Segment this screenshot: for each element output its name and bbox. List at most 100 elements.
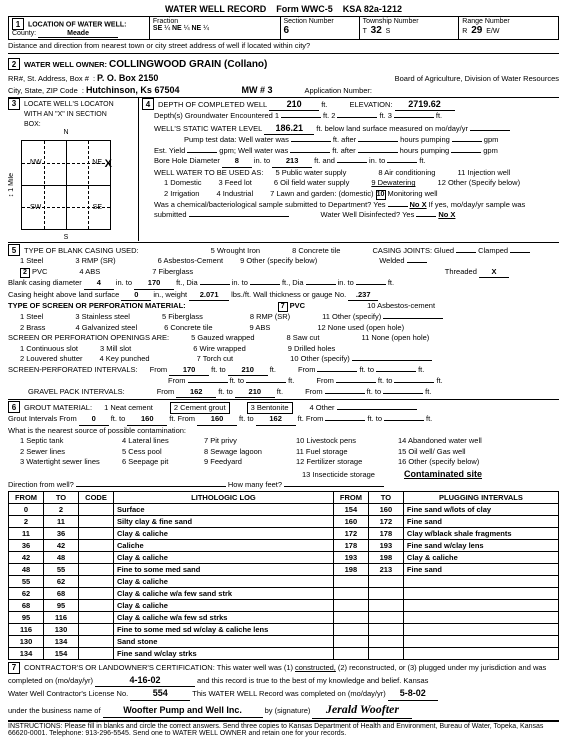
township-s: S	[386, 28, 391, 35]
gc11: 11 Fuel storage	[296, 447, 396, 458]
cert-sig: Jerald Woofter	[312, 701, 412, 719]
s12: 12 None used (open hole)	[317, 323, 404, 334]
section-3-num: 3	[8, 98, 20, 110]
pf3: From	[168, 376, 186, 387]
g3: 3 Bentonite	[247, 402, 293, 415]
location-header-row: 1 LOCATION OF WATER WELL: County: Meade …	[8, 16, 559, 40]
into4: in. to	[232, 278, 248, 289]
s2: 2 Brass	[20, 323, 45, 334]
g4: 4 Other	[310, 403, 335, 414]
gravel-label: GRAVEL PACK INTERVALS:	[28, 387, 125, 398]
enc-label: Depth(s) Groundwater Encountered	[154, 111, 273, 122]
e2: 2	[331, 111, 335, 122]
gt2: 162	[256, 414, 296, 426]
cert-date: 4-16-02	[95, 674, 195, 688]
gf1: 0	[79, 414, 109, 426]
elev-value: 2719.62	[395, 98, 455, 112]
u11: 11 Injection well	[457, 168, 510, 179]
grout-int-label: Grout Intervals	[8, 414, 57, 425]
into2: in. to	[369, 156, 385, 167]
ww2: Well water was	[238, 146, 288, 157]
ksa: KSA 82a-1212	[343, 4, 402, 14]
o9: 9 Drilled holes	[288, 344, 336, 355]
pft3: ft.	[288, 376, 294, 387]
casing-title: TYPE OF BLANK CASING USED:	[24, 246, 139, 257]
nw-label: NW	[30, 159, 42, 166]
bore-label: Bore Hole Diameter	[154, 156, 220, 167]
owner-title: WATER WELL OWNER:	[24, 60, 107, 71]
o3: 3 Mill slot	[100, 344, 131, 355]
pft1: ft.	[270, 365, 276, 376]
gc2: 2 Sewer lines	[20, 447, 120, 458]
township-value: 32	[371, 25, 382, 36]
gc13: 13 Insecticide storage	[302, 470, 402, 481]
threaded: Threaded	[445, 267, 477, 276]
into3: in. to	[116, 278, 132, 289]
g1f: 162	[176, 387, 216, 399]
cert-text3: and this record is true to the best of m…	[197, 676, 428, 687]
wt-value: 2.071	[189, 290, 229, 302]
blank-dia-label: Blank casing diameter	[8, 278, 82, 289]
table-row: 134154Fine sand w/clay strks	[9, 647, 559, 659]
g2: 2 Cement grout	[170, 402, 230, 415]
submitted: submitted	[154, 210, 187, 221]
section-4-num: 4	[142, 98, 154, 110]
q3b: ¼	[203, 25, 209, 32]
o2: 2 Louvered shutter	[20, 354, 83, 365]
c4: 4 ABS	[79, 267, 100, 278]
wall-label: Wall thickness or gauge No.	[253, 290, 346, 301]
u5: 5 Public water supply	[275, 168, 346, 179]
pt1: ft. to	[211, 365, 226, 376]
section-7-num: 7	[8, 662, 20, 674]
static-after: ft. below land surface measured on mo/da…	[316, 124, 468, 135]
joints-label: CASING JOINTS:	[372, 246, 432, 257]
gc5: 5 Cess pool	[122, 447, 202, 458]
s1: 1 Steel	[20, 312, 43, 323]
form-number: Form WWC-5	[276, 4, 333, 14]
c8: 8 Concrete tile	[292, 246, 340, 257]
county-value: Meade	[38, 30, 118, 38]
section-value: 6	[284, 25, 290, 36]
section-label: Section Number	[284, 18, 334, 25]
depth-value: 210	[269, 98, 319, 112]
ftc1: ft.,	[176, 278, 184, 289]
gft2: ft.	[425, 387, 431, 398]
glued: Glued	[434, 246, 454, 257]
pft4: ft.	[436, 376, 442, 387]
dia1: Dia	[186, 278, 197, 289]
se-label: SE	[93, 204, 102, 211]
th-lith: LITHOLOGIC LOG	[114, 491, 334, 503]
chem-no: No X	[410, 200, 427, 211]
u4: 4 Industrial	[216, 189, 253, 200]
q1b: ¼	[164, 25, 170, 32]
gt2l: ft. to	[367, 387, 382, 398]
c2: PVC	[32, 267, 47, 278]
bd-value: 4	[84, 278, 114, 290]
grt3: ft. to	[367, 414, 382, 425]
locate-title: LOCATE WELL'S LOCATON WITH AN "X" IN SEC…	[24, 100, 124, 129]
pf2: From	[298, 365, 316, 376]
th-to: TO	[44, 491, 79, 503]
grt1: ft. to	[111, 414, 126, 425]
ne-label: NE	[92, 159, 102, 166]
u2: 2 Irrigation	[164, 189, 199, 200]
gc3: 3 Watertight sewer lines	[20, 457, 120, 468]
u1: 1 Domestic	[164, 178, 202, 189]
section-6-num: 6	[8, 401, 20, 413]
th-from2: FROM	[333, 491, 368, 503]
x-mark: X	[105, 158, 112, 170]
gf2l: From	[305, 387, 323, 398]
fa2: ft. after	[332, 146, 355, 157]
bd-to: 170	[134, 278, 174, 290]
gpm1: gpm	[484, 135, 499, 146]
s4: 4 Galvanized steel	[75, 323, 137, 334]
c3: 3 RMP (SR)	[75, 256, 115, 267]
hp1: hours pumping	[400, 135, 450, 146]
city-value: Hutchinson, Ks 67504	[86, 84, 180, 97]
mw-value: MW # 3	[241, 84, 272, 97]
u8: 8 Air conditioning	[378, 168, 435, 179]
gf1l: From	[157, 387, 175, 398]
table-row: 02Surface154160Fine sand w/lots of clay	[9, 503, 559, 515]
chem-label: Was a chemical/bacteriological sample su…	[154, 200, 386, 211]
threaded-x: X	[479, 267, 509, 279]
